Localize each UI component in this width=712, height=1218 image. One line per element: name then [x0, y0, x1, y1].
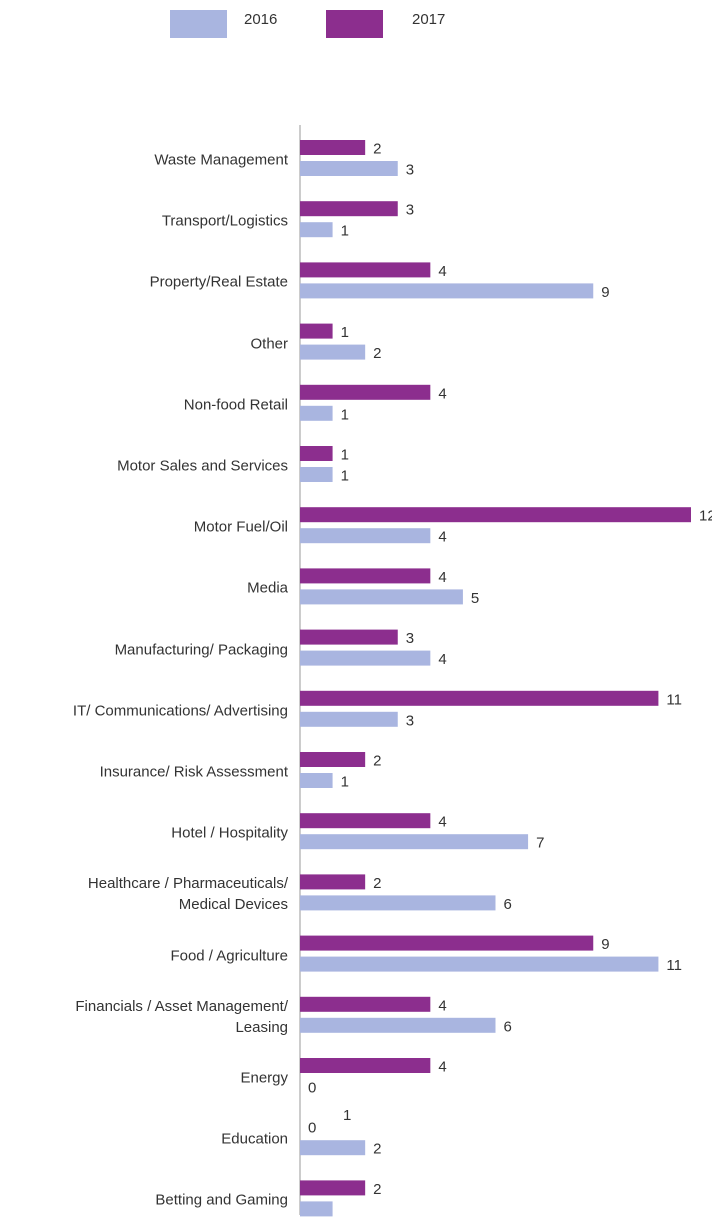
value-label: 11 — [666, 957, 682, 974]
category-label: Education — [221, 1130, 288, 1148]
bar — [300, 140, 366, 155]
bar — [300, 1140, 366, 1156]
value-label: 3 — [406, 712, 414, 729]
bar — [300, 813, 431, 829]
value-label: 1 — [341, 223, 349, 240]
value-label: 1 — [341, 324, 349, 341]
bar — [300, 262, 431, 278]
value-label: 4 — [438, 529, 446, 546]
category-label: Waste Management — [154, 151, 288, 169]
value-label: 1 — [341, 406, 349, 423]
value-label: 4 — [438, 385, 446, 402]
value-label: 2 — [373, 1141, 381, 1158]
bar — [300, 222, 333, 238]
bar — [300, 711, 398, 727]
category-label: Transport/Logistics — [161, 212, 288, 230]
category-label: IT/ Communications/ Advertising — [72, 702, 288, 720]
value-label: 2 — [373, 875, 381, 892]
value-label: 2 — [373, 140, 381, 157]
value-label: 4 — [438, 263, 446, 280]
value-label: 1 — [341, 467, 349, 484]
bar — [300, 1180, 366, 1196]
value-label: 4 — [438, 997, 446, 1014]
bar — [300, 201, 398, 217]
bar — [300, 283, 594, 299]
bar — [300, 589, 463, 605]
value-label: 2 — [373, 752, 381, 769]
category-label: Hotel / Hospitality — [171, 824, 288, 842]
bar — [300, 323, 333, 339]
bar — [300, 467, 333, 482]
bar — [300, 895, 496, 911]
category-label: Other — [250, 335, 288, 353]
value-label: 3 — [406, 630, 414, 647]
value-label: 9 — [601, 936, 609, 953]
bar — [300, 752, 366, 767]
bar — [300, 384, 431, 400]
value-label: 5 — [471, 590, 479, 607]
value-label: 2 — [373, 1181, 381, 1198]
category-label: Manufacturing/ Packaging — [114, 641, 288, 659]
legend-swatch — [170, 10, 227, 38]
category-label: Financials / Asset Management/ Leasing — [75, 997, 288, 1036]
bar — [300, 935, 594, 951]
category-label: Property/Real Estate — [149, 273, 288, 291]
value-label: 4 — [438, 569, 446, 586]
bar — [300, 690, 659, 706]
bar — [300, 568, 431, 584]
annotation: 1 — [343, 1107, 351, 1124]
bar — [300, 773, 333, 788]
category-label: Insurance/ Risk Assessment — [99, 763, 288, 781]
value-label: 12 — [699, 508, 712, 525]
value-label: 2 — [373, 345, 381, 362]
category-label: Food / Agriculture — [170, 947, 288, 965]
value-label: 6 — [504, 1018, 512, 1035]
bar — [300, 1017, 496, 1033]
legend-swatch — [326, 10, 383, 38]
bar — [300, 446, 333, 461]
value-label: 1 — [341, 773, 349, 790]
value-label: 4 — [438, 651, 446, 668]
value-label: 0 — [308, 1079, 316, 1096]
value-label: 1 — [341, 446, 349, 463]
category-label: Motor Sales and Services — [117, 457, 288, 475]
bar — [300, 956, 659, 972]
bar — [300, 1058, 431, 1073]
value-label: 4 — [438, 814, 446, 831]
value-label: 4 — [438, 1058, 446, 1075]
value-label: 0 — [308, 1120, 316, 1137]
bar — [300, 528, 431, 544]
category-label: Energy — [240, 1069, 288, 1087]
category-label: Motor Fuel/Oil — [193, 518, 288, 536]
category-label: Betting and Gaming — [155, 1191, 288, 1209]
value-label: 11 — [666, 691, 682, 708]
bar — [300, 405, 333, 421]
value-label: 7 — [536, 835, 544, 852]
bar — [300, 874, 366, 890]
value-label: 3 — [406, 202, 414, 219]
bar — [300, 629, 398, 645]
bar — [300, 650, 431, 666]
legend-label: 2017 — [412, 11, 445, 28]
bar — [300, 996, 431, 1012]
legend-label: 2016 — [244, 11, 277, 28]
value-label: 9 — [601, 284, 609, 301]
category-label: Media — [247, 579, 288, 597]
bar — [300, 161, 398, 176]
value-label: 6 — [504, 896, 512, 913]
value-label: 3 — [406, 161, 414, 178]
category-label: Non-food Retail — [183, 396, 288, 414]
category-label: Healthcare / Pharmaceuticals/ Medical De… — [87, 875, 288, 914]
bar — [300, 344, 366, 360]
bar — [300, 507, 691, 523]
bar — [300, 1201, 333, 1217]
bar — [300, 834, 529, 850]
